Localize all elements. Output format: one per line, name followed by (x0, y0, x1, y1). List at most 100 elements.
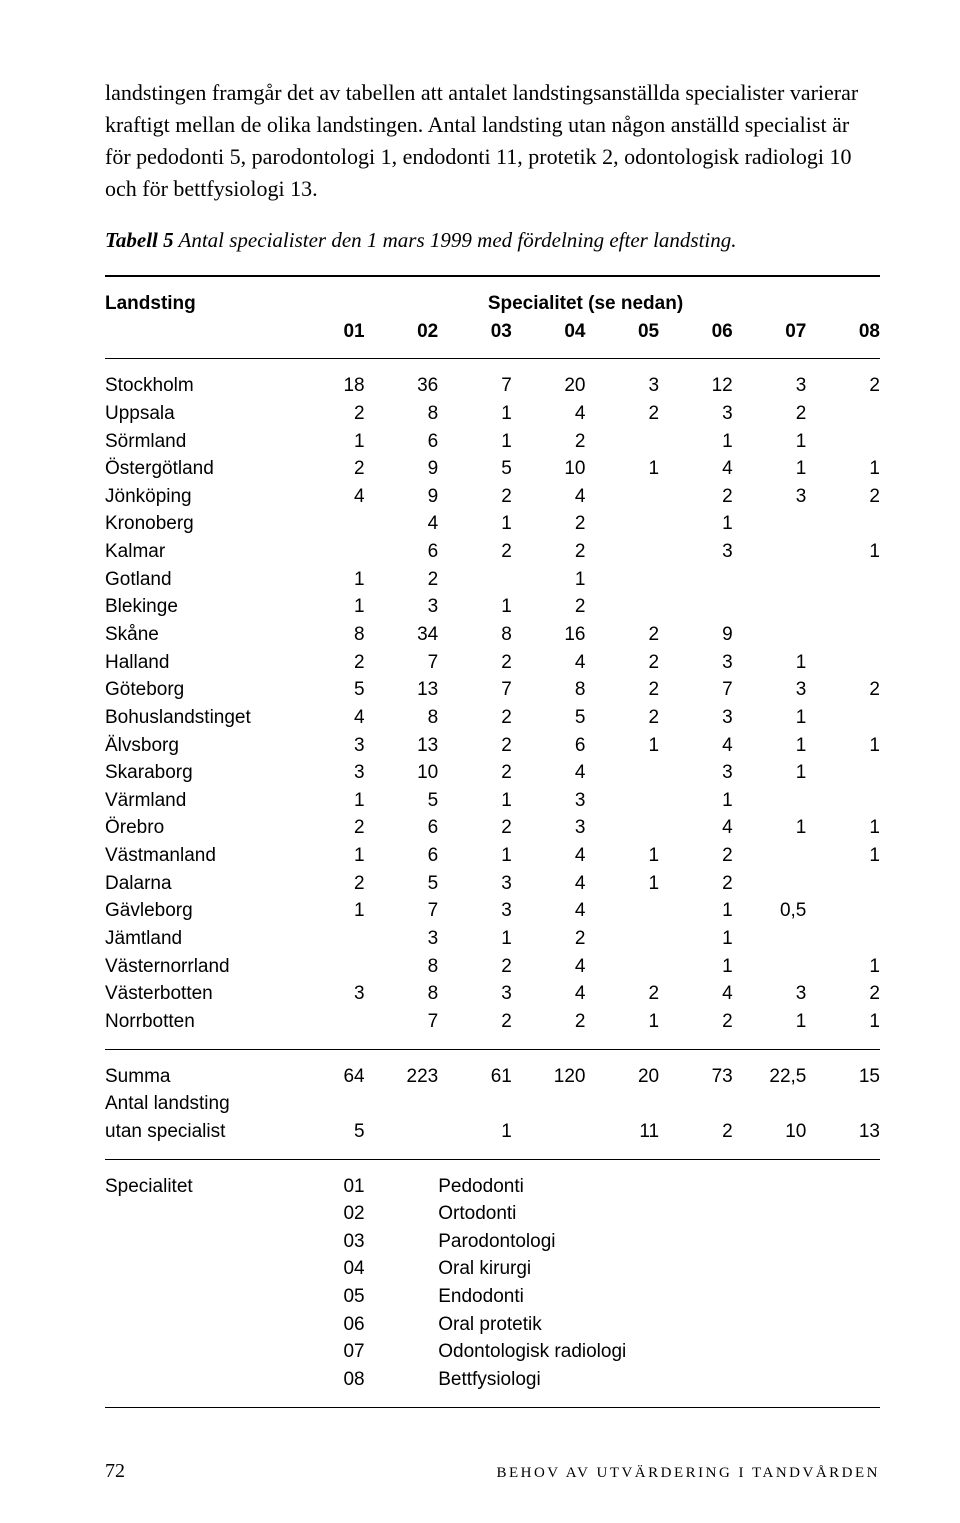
cell: 2 (806, 676, 880, 704)
utan-03: 1 (438, 1118, 512, 1159)
cell: 2 (438, 759, 512, 787)
cell (806, 759, 880, 787)
table-row: Värmland15131 (105, 787, 880, 815)
cell: 2 (512, 1008, 586, 1049)
cell (586, 953, 660, 981)
utan-line1: Antal landsting (105, 1090, 291, 1118)
cell: 13 (365, 676, 439, 704)
cell: 3 (659, 704, 733, 732)
col-header-05: 05 (586, 318, 660, 359)
summa-label: Summa (105, 1049, 291, 1090)
legend-row: 05Endodonti (105, 1283, 880, 1311)
col-header-01: 01 (291, 318, 365, 359)
cell: 2 (291, 649, 365, 677)
cell (291, 510, 365, 538)
legend-name: Odontologisk radiologi (438, 1338, 880, 1366)
cell: 2 (586, 621, 660, 649)
cell: 7 (365, 897, 439, 925)
cell: 7 (438, 676, 512, 704)
cell: 8 (365, 953, 439, 981)
cell: 6 (365, 538, 439, 566)
cell: 0,5 (733, 897, 807, 925)
legend-code: 07 (291, 1338, 365, 1366)
cell (806, 428, 880, 456)
summa-01: 64 (291, 1049, 365, 1090)
cell: 2 (438, 483, 512, 511)
legend-code: 01 (291, 1159, 365, 1200)
cell: 36 (365, 359, 439, 400)
table-row: Blekinge1312 (105, 593, 880, 621)
cell (659, 593, 733, 621)
cell (659, 566, 733, 594)
table-row: Västernorrland82411 (105, 953, 880, 981)
row-label: Kronoberg (105, 510, 291, 538)
legend-name: Bettfysiologi (438, 1366, 880, 1407)
cell: 3 (659, 400, 733, 428)
table-row: Kronoberg4121 (105, 510, 880, 538)
row-label: Jämtland (105, 925, 291, 953)
legend-code: 02 (291, 1200, 365, 1228)
cell: 1 (438, 510, 512, 538)
legend-code: 03 (291, 1228, 365, 1256)
cell: 2 (586, 676, 660, 704)
cell: 3 (733, 359, 807, 400)
legend-row: 03 Parodontologi (105, 1228, 880, 1256)
row-label: Östergötland (105, 455, 291, 483)
cell: 1 (733, 455, 807, 483)
cell: 3 (512, 814, 586, 842)
cell: 1 (659, 953, 733, 981)
cell: 3 (733, 676, 807, 704)
cell (586, 428, 660, 456)
cell: 10 (512, 455, 586, 483)
cell: 1 (291, 428, 365, 456)
cell: 4 (512, 400, 586, 428)
cell (586, 566, 660, 594)
cell: 2 (438, 538, 512, 566)
row-label: Gotland (105, 566, 291, 594)
cell (733, 538, 807, 566)
cell: 1 (291, 897, 365, 925)
cell: 8 (512, 676, 586, 704)
cell: 1 (291, 787, 365, 815)
cell (438, 566, 512, 594)
cell (586, 593, 660, 621)
row-label: Dalarna (105, 870, 291, 898)
legend-name: Parodontologi (438, 1228, 880, 1256)
row-label: Värmland (105, 787, 291, 815)
cell: 2 (659, 842, 733, 870)
cell: 8 (365, 980, 439, 1008)
cell: 2 (512, 925, 586, 953)
cell: 1 (512, 566, 586, 594)
cell: 2 (438, 1008, 512, 1049)
cell: 1 (733, 759, 807, 787)
cell: 1 (659, 428, 733, 456)
row-label: Halland (105, 649, 291, 677)
cell: 3 (586, 359, 660, 400)
cell: 1 (806, 1008, 880, 1049)
cell: 13 (365, 732, 439, 760)
cell: 2 (733, 400, 807, 428)
table-row: Dalarna253412 (105, 870, 880, 898)
cell: 4 (659, 980, 733, 1008)
cell: 2 (438, 649, 512, 677)
legend-label (105, 1283, 291, 1311)
col-header-02: 02 (365, 318, 439, 359)
legend-row: 04Oral kirurgi (105, 1255, 880, 1283)
cell: 4 (512, 649, 586, 677)
table-row: Skåne83481629 (105, 621, 880, 649)
cell: 1 (586, 732, 660, 760)
cell: 3 (438, 897, 512, 925)
cell: 5 (291, 676, 365, 704)
cell: 4 (291, 483, 365, 511)
legend-name: Endodonti (438, 1283, 880, 1311)
table-row: Göteborg513782732 (105, 676, 880, 704)
cell: 1 (438, 842, 512, 870)
row-label: Sörmland (105, 428, 291, 456)
cell (291, 1008, 365, 1049)
row-label: Stockholm (105, 359, 291, 400)
row-label: Skåne (105, 621, 291, 649)
utan-08: 13 (806, 1118, 880, 1159)
row-label: Bohuslandstinget (105, 704, 291, 732)
cell: 2 (586, 649, 660, 677)
cell: 2 (512, 593, 586, 621)
